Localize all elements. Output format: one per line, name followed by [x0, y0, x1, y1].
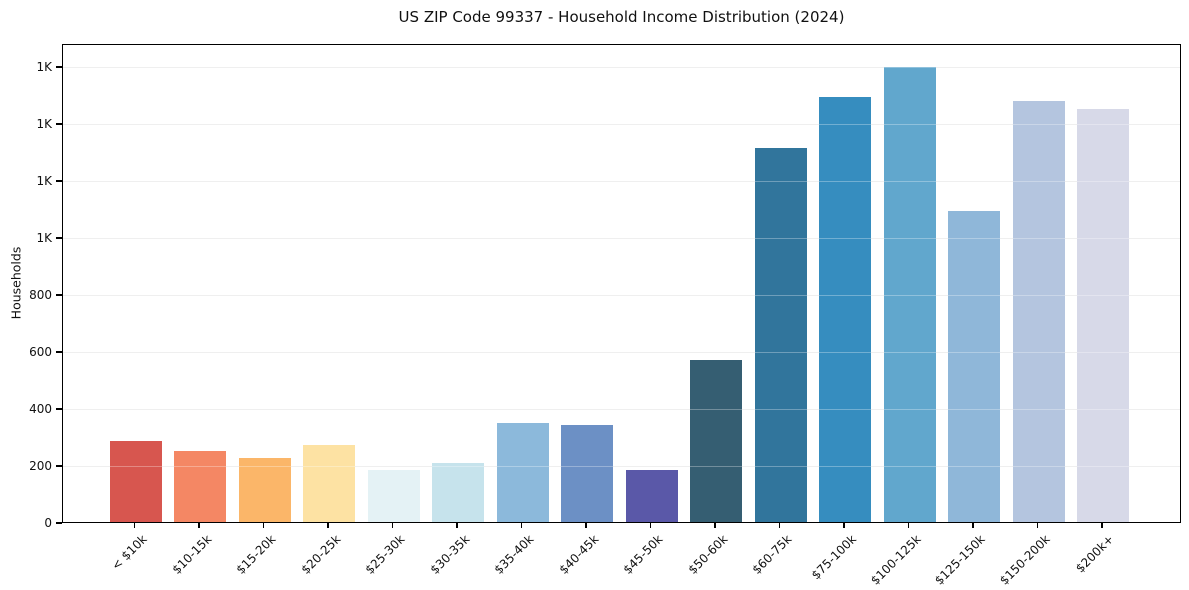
bar [561, 424, 613, 522]
gridline [63, 295, 1180, 297]
gridline [63, 67, 1180, 69]
x-tick-mark [1036, 523, 1039, 528]
bar [367, 470, 420, 522]
x-tick-label: $200k+ [1073, 532, 1117, 576]
y-tick-label: 1K [36, 116, 52, 131]
gridline-overlay [63, 124, 1180, 126]
gridline-overlay [63, 466, 1180, 468]
bar [496, 423, 549, 522]
x-tick-label: $50-60k [685, 532, 730, 577]
chart-title: US ZIP Code 99337 - Household Income Dis… [398, 8, 845, 26]
bar [625, 469, 678, 522]
gridline [63, 466, 1180, 468]
bar [1077, 108, 1129, 522]
x-tick-label: $20-25k [298, 532, 343, 577]
y-tick-label: 400 [29, 401, 52, 416]
y-tick-mark [56, 180, 62, 182]
x-tick-mark [1101, 523, 1103, 528]
x-tick-mark [649, 523, 652, 528]
x-tick-label: $60-75k [749, 532, 795, 577]
gridline-overlay [63, 67, 1180, 69]
gridline-overlay [63, 409, 1180, 411]
x-tick-label: $40-45k [556, 532, 601, 577]
bar [109, 440, 162, 522]
gridline [63, 238, 1180, 240]
x-tick-mark [262, 523, 265, 528]
bar [819, 97, 871, 522]
x-tick-mark [972, 523, 974, 528]
y-tick-label: 200 [29, 458, 52, 473]
gridline [63, 124, 1180, 126]
y-tick-mark [56, 351, 62, 353]
y-tick-mark [56, 465, 62, 467]
x-tick-label: $45-50k [620, 532, 666, 577]
x-tick-label: $25-30k [362, 532, 408, 577]
gridline [63, 181, 1180, 183]
x-tick-label: $125-150k [932, 532, 988, 588]
y-tick-mark [56, 294, 62, 296]
gridline [63, 352, 1180, 354]
y-tick-label: 600 [29, 344, 52, 359]
bar [948, 210, 1000, 522]
x-tick-mark [133, 523, 136, 528]
x-tick-label: $30-35k [427, 532, 472, 577]
bar [690, 360, 742, 522]
gridlines-front-layer [63, 45, 1180, 522]
x-tick-label: $75-100k [808, 532, 859, 583]
y-tick-mark [56, 408, 62, 410]
x-tick-label: < $10k [108, 532, 150, 573]
y-axis-label-text: Households [8, 246, 24, 320]
y-tick-label: 1K [36, 59, 52, 74]
gridlines-back-layer [63, 45, 1180, 522]
y-tick-mark [56, 522, 62, 524]
gridline-overlay [63, 352, 1180, 354]
bar [174, 450, 226, 522]
y-tick-mark [56, 237, 62, 239]
y-tick-label: 1K [36, 173, 52, 188]
x-tick-label: $150-200k [996, 532, 1053, 588]
plot-area [62, 44, 1181, 523]
x-tick-mark [391, 523, 394, 528]
y-tick-label: 1K [36, 230, 52, 245]
bar [432, 462, 484, 522]
y-tick-mark [56, 123, 62, 125]
bar [883, 67, 936, 522]
bars-layer [63, 45, 1180, 522]
y-tick-mark [56, 66, 62, 68]
x-tick-label: $15-20k [233, 532, 279, 577]
x-tick-label: $100-125k [867, 532, 924, 588]
x-tick-mark [198, 523, 200, 528]
bar [238, 458, 291, 522]
x-tick-label: $10-15k [169, 532, 214, 577]
x-tick-label: $35-40k [491, 532, 537, 577]
x-tick-mark [585, 523, 587, 528]
x-tick-mark [520, 523, 523, 528]
x-tick-mark [327, 523, 329, 528]
x-tick-mark [714, 523, 716, 528]
bar [754, 147, 807, 522]
bar [1012, 100, 1065, 522]
x-tick-mark [907, 523, 910, 528]
y-tick-label: 0 [44, 516, 52, 530]
gridline [63, 409, 1180, 411]
x-tick-mark [456, 523, 458, 528]
gridline-overlay [63, 238, 1180, 240]
bar [303, 445, 355, 522]
y-tick-label: 800 [29, 287, 52, 302]
gridline-overlay [63, 295, 1180, 297]
x-tick-mark [843, 523, 845, 528]
x-tick-mark [778, 523, 781, 528]
gridline-overlay [63, 181, 1180, 183]
